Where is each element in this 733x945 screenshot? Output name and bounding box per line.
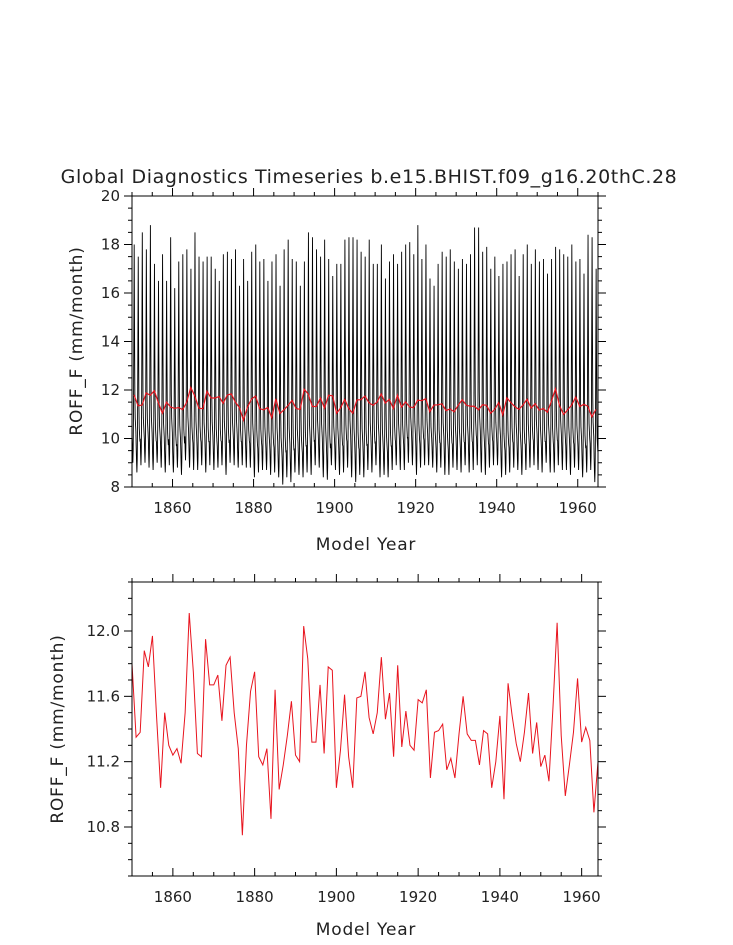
top-x-tick-label: 1900: [316, 499, 354, 517]
bottom-y-tick-label: 11.6: [87, 687, 120, 705]
top-x-tick-label: 1960: [559, 499, 597, 517]
bottom-chart: 1860 1880 1900 1920 1940 1960 10.8 11.2 11.6 12.0…: [48, 574, 606, 940]
bottom-x-tick-label: 1920: [399, 888, 437, 906]
bottom-x-tick-label: 1940: [481, 888, 519, 906]
bottom-y-axis-label: ROFF_F (mm/month): [48, 634, 68, 823]
bottom-x-axis-label: Model Year: [316, 920, 416, 940]
bottom-x-tick-label: 1960: [563, 888, 601, 906]
top-x-tick-label: 1860: [153, 499, 191, 517]
bottom-y-tick-label: 12.0: [87, 622, 120, 640]
top-y-tick-label: 20: [101, 187, 120, 205]
top-y-tick-label: 8: [110, 478, 120, 496]
top-y-axis-label: ROFF_F (mm/month): [67, 246, 87, 435]
chart-title: Global Diagnostics Timeseries b.e15.BHIS…: [61, 166, 678, 188]
bottom-plot-frame: [131, 581, 599, 877]
top-x-tick-label: 1920: [397, 499, 435, 517]
top-y-tick-label: 16: [101, 284, 120, 302]
top-y-tick-label: 10: [101, 430, 120, 448]
top-x-axis-label: Model Year: [316, 535, 416, 555]
bottom-x-tick-label: 1880: [236, 888, 274, 906]
top-chart: 1860 1880 1900 1920 1940 1960 8 10 12 14 16 18 20 Mo…: [67, 187, 606, 555]
top-x-tick-label: 1940: [478, 499, 516, 517]
top-series-annual-line: [133, 385, 597, 423]
bottom-y-tick-label: 10.8: [87, 818, 120, 836]
bottom-series-annual-line: [132, 612, 598, 836]
top-y-tick-label: 18: [101, 236, 120, 254]
top-y-tick-label: 12: [101, 381, 120, 399]
bottom-x-tick-label: 1900: [317, 888, 355, 906]
bottom-y-tick-label: 11.2: [87, 753, 120, 771]
bottom-x-tick-label: 1860: [154, 888, 192, 906]
top-x-tick-label: 1880: [234, 499, 272, 517]
top-y-tick-label: 14: [101, 333, 120, 351]
top-series-monthly-line: [132, 225, 598, 485]
